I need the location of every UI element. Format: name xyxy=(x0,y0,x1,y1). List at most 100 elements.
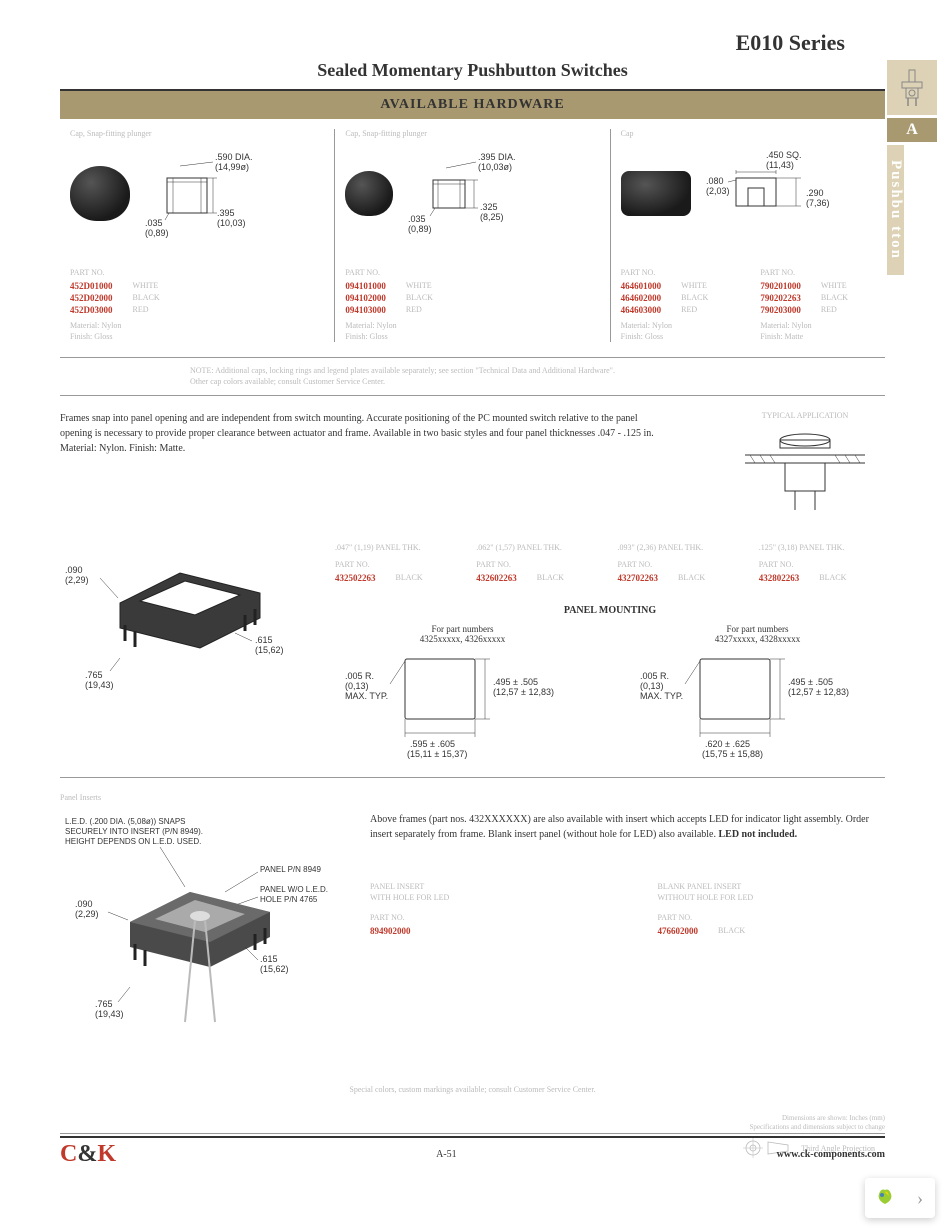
material-text: Material: NylonFinish: Gloss xyxy=(621,320,736,342)
svg-text:.765: .765 xyxy=(85,670,103,680)
svg-text:L.E.D. (.200 DIA. (5,08ø)) SNA: L.E.D. (.200 DIA. (5,08ø)) SNAPS xyxy=(65,817,185,826)
svg-text:(11,43): (11,43) xyxy=(766,160,794,170)
tab-letter: A xyxy=(887,118,937,142)
svg-text:(0,13): (0,13) xyxy=(640,681,664,691)
svg-text:.290: .290 xyxy=(806,188,824,198)
svg-text:.090: .090 xyxy=(75,899,93,909)
svg-text:.615: .615 xyxy=(255,635,273,645)
insert-part-label: BLANK PANEL INSERTWITHOUT HOLE FOR LED xyxy=(658,882,886,903)
svg-text:(0,89): (0,89) xyxy=(408,224,432,234)
part-no-header: PART NO. xyxy=(335,560,461,569)
part-no-header: PART NO. xyxy=(370,913,598,922)
svg-text:.090: .090 xyxy=(65,565,83,575)
svg-text:(7,36): (7,36) xyxy=(806,198,830,208)
part-color: BLACK xyxy=(819,573,846,583)
svg-text:PANEL P/N 8949: PANEL P/N 8949 xyxy=(260,865,321,874)
footer-url: www.ck-components.com xyxy=(777,1149,885,1160)
svg-text:MAX. TYP.: MAX. TYP. xyxy=(345,691,388,701)
part-color: RED xyxy=(406,305,422,315)
cap-photo xyxy=(621,171,691,216)
svg-text:.395: .395 xyxy=(217,208,235,218)
nav-widget: › xyxy=(865,1178,935,1218)
part-no-header: PART NO. xyxy=(621,268,736,277)
typical-application: TYPICAL APPLICATION xyxy=(725,411,885,518)
svg-text:.765: .765 xyxy=(95,999,113,1009)
cap-type-label: Cap, Snap-fitting plunger xyxy=(70,129,324,138)
svg-text:.080: .080 xyxy=(706,176,724,186)
svg-text:.495 ± .505: .495 ± .505 xyxy=(493,677,538,687)
tab-category-label: Pushbu tton xyxy=(887,145,904,275)
footer-disclaimer: Dimensions are shown: Inches (mm)Specifi… xyxy=(60,1114,885,1132)
cap-type-label: Cap, Snap-fitting plunger xyxy=(345,129,599,138)
svg-text:(19,43): (19,43) xyxy=(85,680,114,690)
frames-description: Frames snap into panel opening and are i… xyxy=(60,411,695,518)
cap-column-3: Cap .450 SQ. (11,43) .080 (2,03) .290 (7… xyxy=(611,129,885,342)
svg-text:(2,29): (2,29) xyxy=(75,909,99,919)
part-number: 094102000 xyxy=(345,293,386,303)
svg-text:.620 ± .625: .620 ± .625 xyxy=(705,739,750,749)
svg-text:(15,75 ± 15,88): (15,75 ± 15,88) xyxy=(702,749,763,759)
svg-text:(12,57 ± 12,83): (12,57 ± 12,83) xyxy=(493,687,554,697)
part-number: 094103000 xyxy=(345,305,386,315)
cap-column-1: Cap, Snap-fitting plunger .590 DIA. (14,… xyxy=(60,129,335,342)
svg-text:.035: .035 xyxy=(408,214,426,224)
material-text: Material: NylonFinish: Gloss xyxy=(345,320,599,342)
panel-thickness: .125" (3,18) PANEL THK. xyxy=(759,543,885,552)
svg-text:HOLE P/N 4765: HOLE P/N 4765 xyxy=(260,895,318,904)
typical-app-drawing xyxy=(725,425,885,515)
cap-column-2: Cap, Snap-fitting plunger .395 DIA. (10,… xyxy=(335,129,610,342)
mounting-diagram-2: For part numbers4327xxxxx, 4328xxxxx .00… xyxy=(630,624,885,762)
note-text: NOTE: Additional caps, locking rings and… xyxy=(190,366,885,387)
svg-text:.395 DIA.: .395 DIA. xyxy=(478,152,516,162)
part-color: BLACK xyxy=(678,573,705,583)
svg-text:(12,57 ± 12,83): (12,57 ± 12,83) xyxy=(788,687,849,697)
page-subtitle: Sealed Momentary Pushbutton Switches xyxy=(60,60,885,81)
dimension-drawing: .450 SQ. (11,43) .080 (2,03) .290 (7,36) xyxy=(706,148,846,238)
inserts-description: Above frames (part nos. 432XXXXXX) are a… xyxy=(370,812,885,842)
frame-drawing: .090 (2,29) .765 (19,43) .615 (15,62) xyxy=(60,543,310,762)
cap-photo xyxy=(345,171,393,216)
svg-text:(2,29): (2,29) xyxy=(65,575,89,585)
page-footer: Special colors, custom markings availabl… xyxy=(60,1085,885,1168)
part-number: 464602000 xyxy=(621,293,662,303)
part-number: 094101000 xyxy=(345,281,386,291)
svg-text:.495 ± .505: .495 ± .505 xyxy=(788,677,833,687)
dimension-drawing: .395 DIA. (10,03ø) .325 (8,25) .035 (0,8… xyxy=(408,148,538,238)
part-color: WHITE xyxy=(406,281,432,291)
material-text: Material: NylonFinish: Gloss xyxy=(70,320,324,342)
panel-thickness: .062" (1,57) PANEL THK. xyxy=(476,543,602,552)
part-no-header: PART NO. xyxy=(345,268,599,277)
svg-text:PANEL W/O L.E.D.: PANEL W/O L.E.D. xyxy=(260,885,328,894)
svg-text:.325: .325 xyxy=(480,202,498,212)
cap-photo xyxy=(70,166,130,221)
caps-row: Cap, Snap-fitting plunger .590 DIA. (14,… xyxy=(60,119,885,358)
panel-mounting-label: PANEL MOUNTING xyxy=(335,605,885,616)
part-color: BLACK xyxy=(133,293,160,303)
svg-text:.035: .035 xyxy=(145,218,163,228)
part-number: 432802263 xyxy=(759,573,800,583)
section-banner: AVAILABLE HARDWARE xyxy=(60,91,885,119)
svg-text:.450 SQ.: .450 SQ. xyxy=(766,150,802,160)
part-number: 432702263 xyxy=(618,573,659,583)
part-number: 790203000 xyxy=(760,305,801,315)
part-no-header: PART NO. xyxy=(658,913,886,922)
part-number: 464601000 xyxy=(621,281,662,291)
part-no-header: PART NO. xyxy=(618,560,744,569)
svg-text:(10,03): (10,03) xyxy=(217,218,246,228)
insert-drawing: L.E.D. (.200 DIA. (5,08ø)) SNAPS SECUREL… xyxy=(60,812,340,1045)
svg-text:.005 R.: .005 R. xyxy=(345,671,374,681)
panel-thickness: .093" (2,36) PANEL THK. xyxy=(618,543,744,552)
part-color: BLACK xyxy=(821,293,848,303)
part-color: RED xyxy=(133,305,149,315)
svg-text:(19,43): (19,43) xyxy=(95,1009,124,1019)
part-number: 464603000 xyxy=(621,305,662,315)
nav-next-button[interactable]: › xyxy=(905,1178,935,1218)
part-number: 790201000 xyxy=(760,281,801,291)
part-color: BLACK xyxy=(718,926,745,936)
part-number: 452D02000 xyxy=(70,293,113,303)
part-color: RED xyxy=(681,305,697,315)
part-color: BLACK xyxy=(537,573,564,583)
part-no-header: PART NO. xyxy=(70,268,324,277)
svg-text:(8,25): (8,25) xyxy=(480,212,504,222)
frames-section: Frames snap into panel opening and are i… xyxy=(60,396,885,778)
